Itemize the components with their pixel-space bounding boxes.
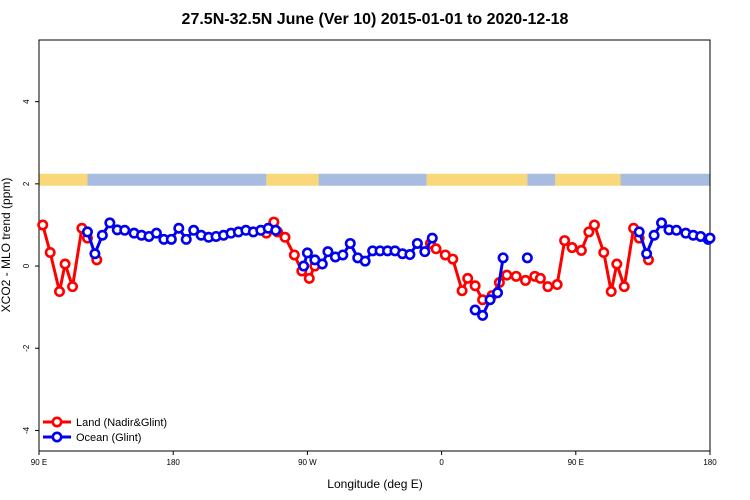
data-point-land	[510, 270, 522, 282]
surface-segment-ocean	[318, 173, 427, 186]
surface-segment-land	[266, 173, 319, 186]
legend-land-marker	[51, 416, 63, 428]
data-point-ocean	[704, 232, 716, 244]
surface-segment-ocean	[527, 173, 556, 186]
data-point-ocean	[180, 233, 192, 245]
data-point-land	[575, 244, 587, 256]
data-point-ocean	[656, 217, 668, 229]
surface-segment-ocean	[620, 173, 710, 186]
y-axis-label: XCO2 - MLO trend (ppm)	[0, 178, 13, 313]
chart-title: 27.5N-32.5N June (Ver 10) 2015-01-01 to …	[182, 11, 569, 28]
data-point-land	[534, 272, 546, 284]
data-point-ocean	[359, 255, 371, 267]
data-point-ocean	[648, 229, 660, 241]
y-tick-label: -4	[22, 426, 31, 434]
y-tick-label: 0	[22, 263, 31, 268]
data-point-land	[598, 246, 610, 258]
data-point-land	[44, 246, 56, 258]
data-point-ocean	[119, 224, 131, 236]
data-point-land	[519, 274, 531, 286]
data-point-ocean	[337, 249, 349, 261]
data-point-ocean	[270, 224, 282, 236]
x-tick-label: 90 E	[31, 458, 47, 467]
data-point-ocean	[89, 248, 101, 260]
data-point-land	[462, 272, 474, 284]
data-point-land	[588, 219, 600, 231]
x-tick-label: 0	[439, 458, 444, 467]
data-point-ocean	[477, 309, 489, 321]
data-point-ocean	[426, 232, 438, 244]
data-point-ocean	[81, 226, 93, 238]
data-point-land	[456, 285, 468, 297]
data-point-land	[54, 286, 66, 298]
data-point-ocean	[322, 246, 334, 258]
data-point-ocean	[670, 224, 682, 236]
legend-land-label: Land (Nadir&Glint)	[76, 417, 167, 429]
data-point-land	[447, 253, 459, 265]
legend-ocean-label: Ocean (Glint)	[76, 432, 141, 444]
x-axis-label: Longitude (deg E)	[327, 477, 422, 491]
data-point-land	[279, 231, 291, 243]
data-point-ocean	[521, 252, 533, 264]
surface-segment-ocean	[87, 173, 267, 186]
x-tick-label: 90 W	[298, 458, 317, 467]
data-point-ocean	[469, 304, 481, 316]
data-point-ocean	[484, 294, 496, 306]
data-point-land	[288, 249, 300, 261]
data-point-land	[618, 281, 630, 293]
data-point-ocean	[633, 226, 645, 238]
legend: Land (Nadir&Glint) Ocean (Glint)	[43, 416, 167, 444]
data-point-land	[469, 280, 481, 292]
x-axis: 90 E 180 90 W 0 90 E 180	[31, 451, 717, 467]
data-point-ocean	[411, 237, 423, 249]
data-point-ocean	[344, 237, 356, 249]
data-point-land	[566, 242, 578, 254]
data-point-land	[551, 279, 563, 291]
data-point-ocean	[419, 246, 431, 258]
data-point-ocean	[150, 227, 162, 239]
data-point-land	[37, 219, 49, 231]
data-point-land	[303, 272, 315, 284]
data-point-land	[611, 258, 623, 270]
data-point-ocean	[96, 229, 108, 241]
data-point-land	[605, 286, 617, 298]
data-point-land	[59, 258, 71, 270]
data-point-ocean	[165, 233, 177, 245]
data-point-ocean	[188, 224, 200, 236]
plot-frame	[38, 39, 711, 452]
data-point-land	[542, 281, 554, 293]
data-point-ocean	[641, 248, 653, 260]
x-tick-label: 180	[167, 458, 181, 467]
data-point-ocean	[301, 247, 313, 259]
y-tick-label: 2	[22, 181, 31, 186]
data-point-ocean	[104, 217, 116, 229]
x-tick-label: 90 E	[568, 458, 584, 467]
data-point-land	[559, 235, 571, 247]
legend-ocean-marker	[51, 431, 63, 443]
series-land-line	[41, 224, 89, 294]
surface-segment-land	[555, 173, 621, 186]
data-point-land	[430, 243, 442, 255]
series-layer	[37, 216, 716, 321]
surface-segment-land	[426, 173, 528, 186]
y-tick-label: -2	[22, 344, 31, 352]
surface-type-strip	[39, 173, 710, 186]
y-tick-label: 4	[22, 99, 31, 104]
data-point-ocean	[497, 252, 509, 264]
series-ocean	[81, 217, 716, 321]
data-point-ocean	[316, 258, 328, 270]
data-point-ocean	[404, 249, 416, 261]
data-point-land	[583, 226, 595, 238]
y-axis: -4 -2 0 2 4	[22, 99, 39, 434]
data-point-ocean	[492, 287, 504, 299]
surface-segment-land	[39, 173, 88, 186]
data-point-land	[67, 281, 79, 293]
data-point-land	[501, 269, 513, 281]
data-point-ocean	[298, 260, 310, 272]
x-tick-label: 180	[703, 458, 717, 467]
data-point-ocean	[173, 222, 185, 234]
